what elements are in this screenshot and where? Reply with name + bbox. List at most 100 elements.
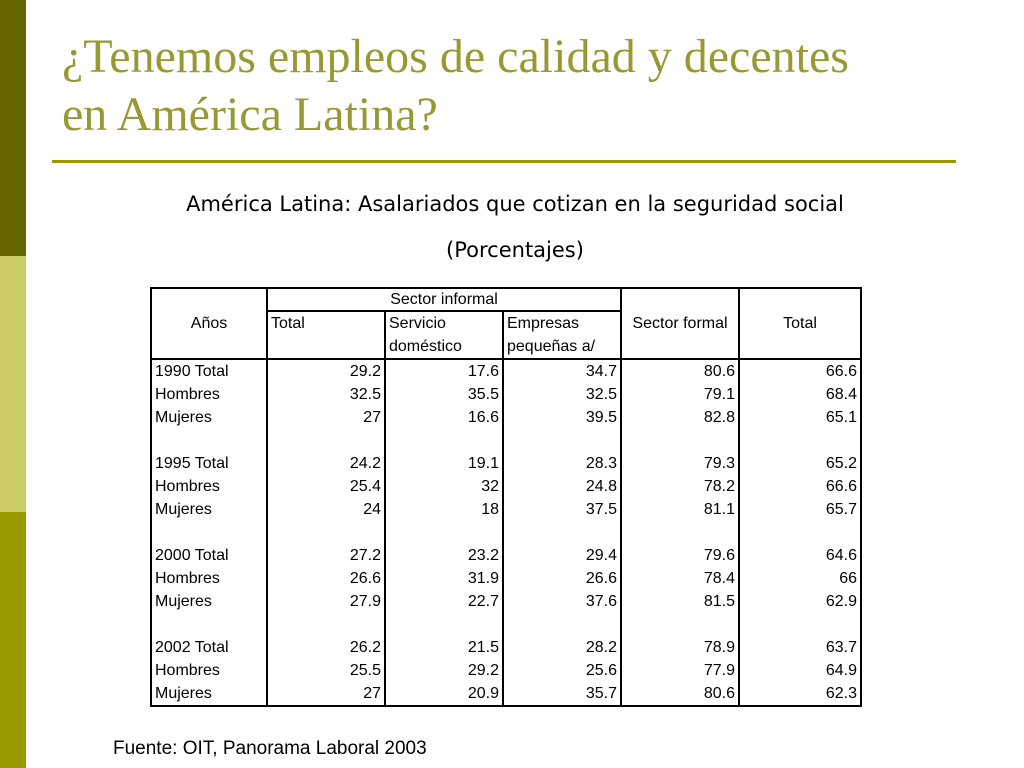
domestic-service-cell: 29.2 — [384, 659, 503, 682]
header-small-firms-line-2: pequeñas a/ — [502, 335, 621, 360]
spacer-cell — [738, 521, 861, 544]
table-row: Mujeres 27 20.9 35.7 80.6 62.3 — [151, 682, 861, 706]
table-row: Mujeres 27.9 22.7 37.6 81.5 62.9 — [151, 590, 861, 613]
spacer-cell — [620, 613, 739, 636]
side-bar-segment-bottom — [0, 512, 26, 768]
header-informal-total: Total — [266, 311, 385, 360]
small-firms-cell: 35.7 — [502, 682, 621, 706]
side-bar-segment-middle — [0, 256, 26, 512]
social-security-table: Años Sector informal Sector formal Total… — [150, 287, 862, 707]
header-domestic-service-line-2: doméstico — [384, 335, 503, 360]
group-spacer-row — [151, 521, 861, 544]
slide-title: ¿Tenemos empleos de calidad y decentes en… — [62, 28, 1002, 144]
formal-sector-cell: 79.6 — [620, 544, 739, 567]
spacer-cell — [620, 429, 739, 452]
total-cell: 65.7 — [738, 498, 861, 521]
total-cell: 64.6 — [738, 544, 861, 567]
row-label: Hombres — [155, 478, 220, 495]
row-label: Hombres — [155, 662, 220, 679]
small-firms-cell: 37.5 — [502, 498, 621, 521]
small-firms-cell: 37.6 — [502, 590, 621, 613]
table-row: Mujeres 27 16.6 39.5 82.8 65.1 — [151, 406, 861, 429]
table-row: 2000 Total 27.2 23.2 29.4 79.6 64.6 — [151, 544, 861, 567]
spacer-cell — [384, 613, 503, 636]
small-firms-cell: 28.2 — [502, 636, 621, 659]
table-header: Años Sector informal Sector formal Total… — [151, 288, 861, 360]
domestic-service-cell: 31.9 — [384, 567, 503, 590]
formal-sector-cell: 80.6 — [620, 359, 739, 383]
row-label: Mujeres — [155, 409, 212, 426]
row-label: 1990 Total — [155, 363, 229, 380]
small-firms-cell: 24.8 — [502, 475, 621, 498]
header-formal-sector: Sector formal — [620, 288, 739, 360]
domestic-service-cell: 23.2 — [384, 544, 503, 567]
source-note: Fuente: OIT, Panorama Laboral 2003 — [113, 738, 427, 759]
small-firms-cell: 28.3 — [502, 452, 621, 475]
small-firms-cell: 25.6 — [502, 659, 621, 682]
spacer-cell — [738, 429, 861, 452]
spacer-cell — [620, 521, 739, 544]
total-cell: 66 — [738, 567, 861, 590]
informal-total-cell: 27 — [266, 682, 385, 706]
formal-sector-cell: 79.1 — [620, 383, 739, 406]
side-accent-bar — [0, 0, 26, 768]
formal-sector-cell: 78.9 — [620, 636, 739, 659]
group-spacer-row — [151, 613, 861, 636]
header-total: Total — [738, 288, 861, 360]
slide-title-line-1: ¿Tenemos empleos de calidad y decentes — [62, 30, 849, 83]
informal-total-cell: 32.5 — [266, 383, 385, 406]
table-row: Hombres 26.6 31.9 26.6 78.4 66 — [151, 567, 861, 590]
header-years: Años — [151, 288, 267, 360]
spacer-cell — [266, 429, 385, 452]
total-cell: 62.3 — [738, 682, 861, 706]
spacer-cell — [151, 521, 267, 544]
informal-total-cell: 26.6 — [266, 567, 385, 590]
total-cell: 63.7 — [738, 636, 861, 659]
small-firms-cell: 39.5 — [502, 406, 621, 429]
group-spacer-row — [151, 429, 861, 452]
formal-sector-cell: 79.3 — [620, 452, 739, 475]
small-firms-cell: 26.6 — [502, 567, 621, 590]
informal-total-cell: 27 — [266, 406, 385, 429]
domestic-service-cell: 19.1 — [384, 452, 503, 475]
row-label: Hombres — [155, 570, 220, 587]
row-label: 2000 Total — [155, 547, 229, 564]
spacer-cell — [266, 521, 385, 544]
informal-total-cell: 27.2 — [266, 544, 385, 567]
domestic-service-cell: 22.7 — [384, 590, 503, 613]
formal-sector-cell: 78.2 — [620, 475, 739, 498]
table-row: Hombres 25.4 32 24.8 78.2 66.6 — [151, 475, 861, 498]
total-cell: 66.6 — [738, 475, 861, 498]
total-cell: 62.9 — [738, 590, 861, 613]
row-label: Mujeres — [155, 501, 212, 518]
domestic-service-cell: 18 — [384, 498, 503, 521]
spacer-cell — [151, 613, 267, 636]
formal-sector-cell: 82.8 — [620, 406, 739, 429]
domestic-service-cell: 17.6 — [384, 359, 503, 383]
formal-sector-cell: 81.5 — [620, 590, 739, 613]
total-cell: 64.9 — [738, 659, 861, 682]
spacer-cell — [502, 429, 621, 452]
informal-total-cell: 25.4 — [266, 475, 385, 498]
spacer-cell — [384, 521, 503, 544]
side-bar-segment-top — [0, 0, 26, 256]
row-label: Mujeres — [155, 685, 212, 702]
formal-sector-cell: 77.9 — [620, 659, 739, 682]
total-cell: 66.6 — [738, 359, 861, 383]
row-label: 2002 Total — [155, 639, 229, 656]
slide-title-line-2: en América Latina? — [62, 88, 438, 141]
small-firms-cell: 34.7 — [502, 359, 621, 383]
header-small-firms-line-1: Empresas — [502, 311, 621, 335]
title-divider — [52, 160, 956, 163]
row-label: Mujeres — [155, 593, 212, 610]
domestic-service-cell: 20.9 — [384, 682, 503, 706]
table-row: Hombres 25.5 29.2 25.6 77.9 64.9 — [151, 659, 861, 682]
header-informal-sector: Sector informal — [266, 288, 621, 312]
table-body: 1990 Total 29.2 17.6 34.7 80.6 66.6 Hombres 32.… — [151, 359, 861, 706]
table-row: Mujeres 24 18 37.5 81.1 65.7 — [151, 498, 861, 521]
formal-sector-cell: 78.4 — [620, 567, 739, 590]
spacer-cell — [738, 613, 861, 636]
header-domestic-service-line-1: Servicio — [384, 311, 503, 335]
spacer-cell — [502, 521, 621, 544]
domestic-service-cell: 32 — [384, 475, 503, 498]
